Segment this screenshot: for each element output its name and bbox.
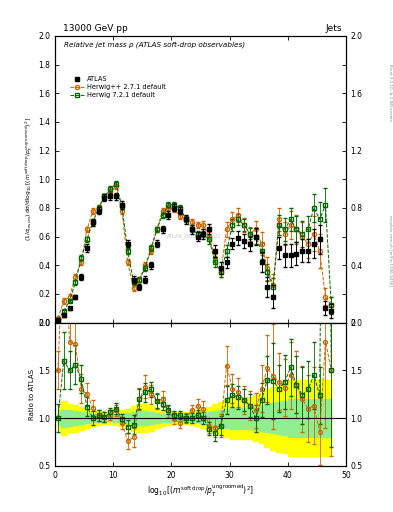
X-axis label: $\log_{10}[(m^{\rm soft\,drop}/p_T^{\rm ungroomed})^2]$: $\log_{10}[(m^{\rm soft\,drop}/p_T^{\rm …: [147, 482, 254, 499]
Y-axis label: Ratio to ATLAS: Ratio to ATLAS: [29, 369, 35, 420]
Text: 13000 GeV pp: 13000 GeV pp: [63, 24, 128, 33]
Text: Rivet 3.1.10, ≥ 2.9M events: Rivet 3.1.10, ≥ 2.9M events: [388, 63, 392, 121]
Text: Jets: Jets: [325, 24, 342, 33]
Text: Relative jet mass ρ (ATLAS soft-drop observables): Relative jet mass ρ (ATLAS soft-drop obs…: [64, 41, 245, 48]
Legend: ATLAS, Herwig++ 2.7.1 default, Herwig 7.2.1 default: ATLAS, Herwig++ 2.7.1 default, Herwig 7.…: [67, 74, 169, 101]
Text: mcplots.cern.ch [arXiv:1306.3436]: mcplots.cern.ch [arXiv:1306.3436]: [388, 216, 392, 286]
Text: ATLAS_2019_I177...22: ATLAS_2019_I177...22: [167, 233, 222, 240]
Y-axis label: $(1/\sigma_{\rm resum})\,{\rm d}\sigma/{\rm d}\log_{10}[(m^{\rm soft\,drop}/p_T^: $(1/\sigma_{\rm resum})\,{\rm d}\sigma/{…: [24, 117, 35, 241]
